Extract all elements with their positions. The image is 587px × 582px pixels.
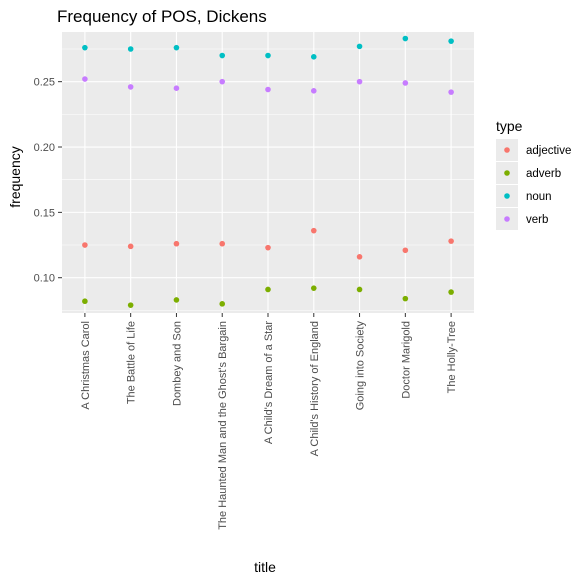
point-adjective — [356, 253, 363, 260]
point-adverb — [265, 286, 271, 293]
point-adjective — [82, 242, 88, 248]
point-adverb — [448, 289, 454, 295]
x-tick-label: The Haunted Man and the Ghost's Bargain — [217, 321, 229, 530]
point-verb — [82, 76, 88, 82]
point-verb — [265, 86, 271, 93]
point-verb — [219, 78, 226, 85]
point-adjective — [265, 244, 271, 251]
x-tick-label: A Christmas Carol — [80, 321, 92, 410]
point-verb — [448, 89, 454, 95]
point-verb — [310, 88, 317, 94]
point-verb — [173, 85, 180, 91]
point-noun — [173, 44, 180, 51]
point-adverb — [127, 302, 134, 308]
point-noun — [356, 43, 363, 50]
point-noun — [82, 44, 88, 51]
x-axis: A Christmas Carol The Battle of Life Dombe… — [80, 313, 458, 530]
legend-label: adjective — [526, 145, 571, 157]
x-axis-title: title — [254, 559, 276, 575]
x-tick-label: The Holly-Tree — [446, 321, 458, 393]
major-gridlines — [62, 32, 474, 313]
y-axis-title: frequency — [7, 146, 23, 207]
legend-swatch-adverb — [504, 170, 510, 176]
x-tick-label: Doctor Marigold — [400, 321, 412, 399]
point-noun — [448, 38, 454, 44]
point-adverb — [82, 298, 88, 305]
point-adverb — [402, 295, 409, 302]
y-tick-label: 0.15 — [34, 207, 55, 219]
point-noun — [219, 52, 226, 59]
point-adverb — [173, 297, 180, 303]
point-noun — [402, 35, 409, 42]
y-tick-label: 0.25 — [34, 77, 55, 89]
y-tick-label: 0.10 — [34, 273, 55, 285]
legend-swatch-adjective — [504, 147, 510, 153]
legend-swatch-noun — [504, 193, 510, 199]
x-tick-label: A Child's History of England — [309, 321, 321, 456]
point-noun — [310, 54, 317, 60]
data-points — [82, 35, 454, 308]
point-verb — [127, 84, 134, 90]
x-tick-label: Going into Society — [355, 321, 367, 411]
legend-label: verb — [526, 214, 548, 226]
point-verb — [402, 80, 409, 86]
point-adverb — [310, 285, 317, 291]
legend-swatch-verb — [504, 216, 510, 222]
chart-title: Frequency of POS, Dickens — [57, 7, 267, 26]
point-adjective — [402, 247, 409, 254]
point-adverb — [219, 301, 226, 307]
point-adjective — [448, 238, 454, 244]
legend-title: type — [496, 118, 523, 134]
point-noun — [265, 52, 271, 59]
legend: type adjective adverb noun verb — [496, 118, 571, 230]
x-tick-label: Dombey and Son — [171, 321, 183, 406]
point-adverb — [356, 286, 363, 293]
legend-label: noun — [526, 191, 552, 203]
point-adjective — [310, 227, 317, 234]
legend-label: adverb — [526, 168, 561, 180]
point-adjective — [219, 240, 226, 247]
point-verb — [356, 78, 363, 85]
point-adjective — [173, 240, 180, 247]
x-tick-label: The Battle of Life — [126, 321, 138, 404]
x-tick-label: A Child's Dream of a Star — [263, 321, 275, 444]
y-axis: 0.10 0.15 0.20 0.25 — [34, 77, 62, 285]
y-tick-label: 0.20 — [34, 142, 55, 154]
point-noun — [127, 46, 134, 52]
point-adjective — [127, 243, 134, 250]
